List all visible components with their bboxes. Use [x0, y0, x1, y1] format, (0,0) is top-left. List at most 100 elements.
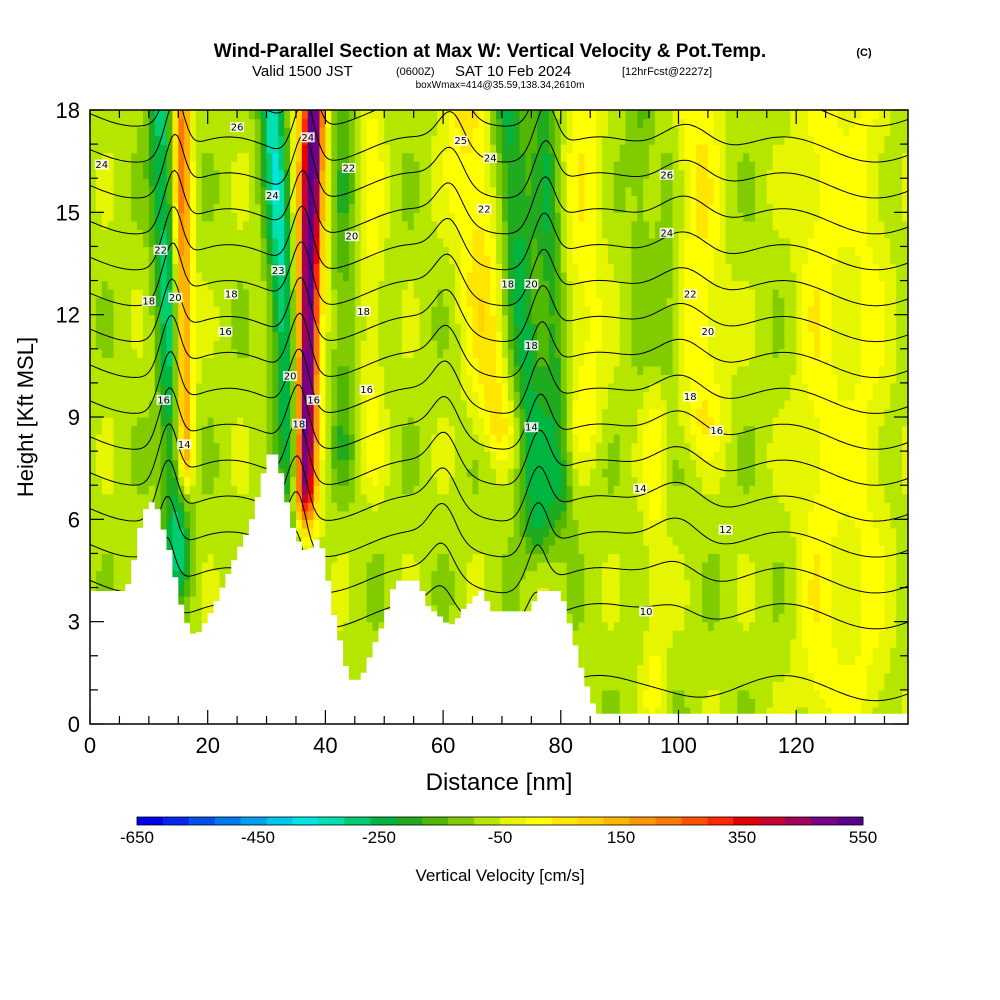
vv-cell: [160, 272, 168, 282]
vv-cell: [354, 382, 362, 393]
vv-cell: [319, 144, 326, 154]
vv-cell: [419, 348, 427, 358]
vv-cell: [119, 434, 126, 444]
vv-cell: [384, 331, 391, 341]
vv-cell: [178, 544, 185, 555]
vv-cell: [431, 178, 438, 188]
vv-cell: [378, 493, 385, 503]
vv-cell: [178, 391, 185, 401]
vv-cell: [225, 110, 232, 120]
vv-cell: [472, 272, 479, 282]
vv-cell: [378, 579, 385, 589]
vv-cell: [431, 408, 438, 418]
vv-cell: [195, 144, 203, 154]
vv-cell: [478, 220, 485, 230]
vv-cell: [472, 442, 479, 452]
vv-cell: [207, 596, 215, 606]
vv-cell: [290, 212, 297, 222]
vv-cell: [431, 152, 438, 162]
vv-cell: [107, 519, 115, 529]
vv-cell: [201, 596, 209, 606]
vv-cell: [325, 280, 332, 290]
vv-cell: [125, 459, 132, 469]
vv-cell: [101, 203, 109, 213]
vv-cell: [331, 127, 338, 137]
vv-cell: [107, 425, 115, 435]
vv-cell: [166, 135, 173, 145]
vv-cell: [107, 169, 115, 179]
vv-cell: [95, 365, 103, 375]
vv-cell: [366, 536, 374, 546]
vv-cell: [237, 442, 244, 452]
vv-cell: [107, 510, 115, 520]
vv-cell: [460, 178, 468, 188]
vv-cell: [331, 195, 338, 205]
vv-cell: [478, 263, 485, 273]
vv-cell: [195, 442, 203, 452]
vv-cell: [460, 169, 468, 179]
vv-cell: [384, 212, 391, 222]
vv-cell: [337, 425, 344, 435]
vv-cell: [295, 365, 303, 375]
vv-cell: [207, 135, 215, 145]
vv-cell: [225, 152, 232, 162]
vv-cell: [407, 306, 415, 316]
vv-cell: [113, 561, 121, 572]
vv-cell: [454, 442, 462, 452]
vv-cell: [260, 237, 268, 248]
vv-cell: [378, 425, 385, 435]
vv-cell: [225, 229, 232, 239]
vv-cell: [372, 502, 379, 512]
vv-cell: [95, 135, 103, 145]
vv-cell: [131, 502, 138, 512]
vv-cell: [443, 237, 450, 248]
vv-cell: [454, 237, 462, 248]
vv-cell: [343, 561, 350, 572]
vv-cell: [125, 451, 132, 461]
vv-cell: [325, 357, 332, 367]
vv-cell: [219, 186, 226, 196]
vv-cell: [195, 110, 203, 120]
vv-cell: [131, 263, 138, 273]
vv-cell: [378, 553, 385, 563]
vv-cell: [272, 306, 279, 316]
vv-cell: [272, 118, 279, 128]
vv-cell: [425, 544, 432, 555]
vv-cell: [466, 374, 474, 384]
vv-cell: [348, 579, 356, 589]
vv-cell: [290, 425, 297, 435]
vv-cell: [319, 323, 326, 333]
vv-cell: [384, 561, 391, 572]
vv-cell: [272, 289, 279, 299]
vv-cell: [343, 144, 350, 154]
vv-cell: [125, 391, 132, 401]
vv-cell: [448, 604, 456, 614]
vv-cell: [419, 203, 427, 213]
vv-cell: [172, 544, 179, 555]
vv-cell: [113, 203, 121, 213]
vv-cell: [154, 331, 162, 341]
vv-cell: [172, 229, 179, 239]
vv-cell: [348, 527, 356, 537]
vv-cell: [472, 417, 479, 427]
vv-cell: [407, 536, 415, 546]
vv-cell: [407, 127, 415, 137]
vv-cell: [360, 655, 368, 665]
vv-cell: [466, 161, 474, 171]
vv-cell: [437, 127, 444, 137]
vv-cell: [107, 127, 115, 137]
vv-cell: [195, 135, 203, 145]
vv-cell: [284, 186, 291, 196]
vv-cell: [107, 314, 115, 324]
vv-cell: [431, 195, 438, 205]
vv-cell: [231, 135, 238, 145]
vv-cell: [490, 169, 497, 179]
vv-cell: [372, 579, 379, 589]
vv-cell: [90, 246, 97, 256]
vv-cell: [372, 212, 379, 222]
vv-cell: [231, 544, 238, 555]
vv-cell: [366, 476, 374, 486]
vv-cell: [190, 442, 197, 452]
vv-cell: [437, 544, 444, 555]
vv-cell: [190, 502, 197, 512]
